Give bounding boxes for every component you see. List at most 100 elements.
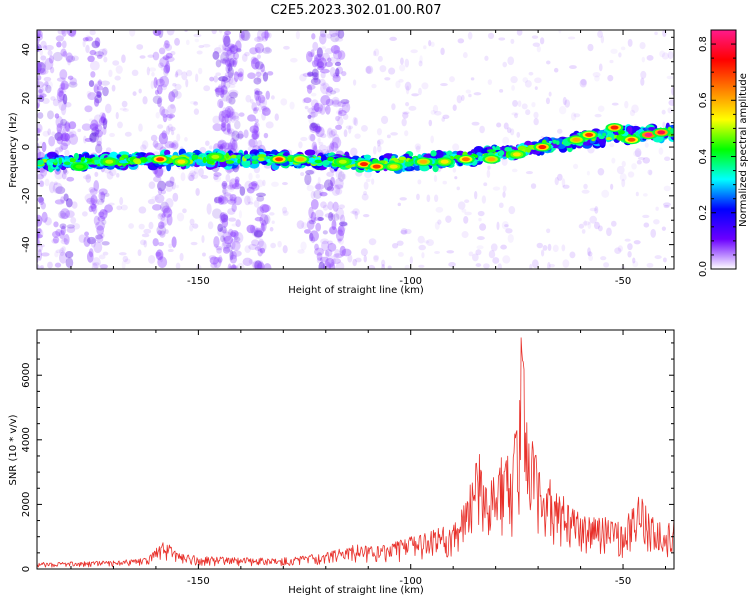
noise-band-speck (247, 114, 256, 122)
noise-band-speck (259, 203, 270, 214)
noise-band-speck (38, 197, 45, 206)
noise-band-speck (91, 40, 100, 49)
noise-band-speck (249, 125, 260, 134)
noise-band-speck (259, 247, 266, 254)
noise-band-speck (235, 219, 241, 228)
noise-band-speck (225, 63, 231, 74)
noise-speck (306, 180, 310, 187)
noise-speck (270, 95, 275, 100)
x-tick-label: -100 (399, 276, 422, 287)
noise-speck (306, 185, 314, 192)
noise-band-speck (229, 111, 240, 120)
noise-band-speck (227, 43, 236, 49)
noise-band-speck (93, 83, 99, 94)
noise-speck (372, 146, 377, 155)
noise-speck (597, 30, 603, 39)
noise-speck (269, 227, 274, 232)
noise-speck (174, 91, 182, 99)
ridge-core (92, 156, 101, 161)
noise-speck (474, 190, 478, 200)
noise-band-speck (157, 256, 168, 268)
noise-speck (402, 112, 409, 119)
noise-speck (418, 60, 423, 67)
noise-speck (363, 190, 368, 196)
noise-speck (470, 77, 475, 81)
noise-band-speck (174, 37, 180, 46)
noise-speck (419, 55, 423, 64)
noise-speck (147, 54, 155, 58)
noise-band-speck (96, 135, 102, 146)
noise-band-speck (160, 201, 170, 213)
noise-band-speck (237, 130, 244, 140)
noise-speck (661, 52, 669, 60)
noise-speck (640, 77, 645, 86)
noise-speck (198, 45, 204, 49)
noise-band-speck (318, 78, 326, 86)
noise-band-speck (89, 30, 96, 36)
noise-speck (345, 98, 349, 108)
noise-band-speck (263, 214, 271, 225)
noise-speck (228, 114, 236, 119)
noise-band-speck (254, 246, 262, 251)
noise-band-speck (59, 83, 70, 90)
noise-speck (140, 239, 146, 246)
noise-speck (487, 165, 491, 170)
noise-speck (83, 135, 87, 144)
noise-band-speck (314, 247, 324, 256)
noise-band-speck (304, 173, 312, 186)
noise-band-speck (225, 243, 232, 248)
noise-band-speck (255, 46, 261, 53)
noise-band-speck (219, 89, 225, 98)
noise-band-speck (229, 250, 234, 261)
noise-speck (507, 233, 514, 243)
noise-band-speck (229, 91, 238, 99)
noise-band-speck (89, 203, 97, 209)
noise-band-speck (219, 58, 227, 64)
noise-band-speck (98, 211, 105, 218)
noise-speck (408, 105, 417, 111)
noise-band-speck (93, 98, 100, 107)
noise-speck (587, 247, 591, 256)
noise-speck (373, 254, 379, 261)
noise-speck (456, 186, 460, 191)
noise-band-speck (61, 128, 67, 140)
noise-band-speck (91, 126, 100, 137)
noise-band-speck (157, 230, 162, 236)
noise-band-speck (88, 186, 96, 193)
noise-band-speck (226, 48, 233, 56)
noise-speck (633, 240, 641, 245)
noise-band-speck (246, 224, 256, 234)
noise-band-speck (312, 41, 319, 51)
noise-band-speck (58, 90, 65, 101)
noise-band-speck (235, 48, 242, 53)
noise-band-speck (222, 33, 230, 45)
noise-speck (327, 128, 333, 135)
noise-band-speck (339, 245, 346, 257)
noise-speck (218, 113, 224, 123)
noise-band-speck (56, 136, 64, 145)
noise-band-speck (213, 196, 223, 204)
noise-band-speck (231, 203, 237, 212)
noise-speck (399, 64, 406, 72)
noise-speck (639, 41, 646, 50)
noise-speck (271, 181, 279, 187)
noise-band-speck (331, 184, 341, 196)
noise-speck (371, 83, 377, 89)
noise-speck (325, 88, 333, 97)
noise-band-speck (156, 84, 163, 95)
noise-band-speck (37, 142, 40, 151)
noise-speck (381, 264, 385, 269)
noise-band-speck (221, 109, 231, 119)
noise-band-speck (40, 40, 47, 49)
noise-band-speck (58, 87, 65, 93)
noise-speck (646, 262, 654, 268)
noise-band-speck (221, 126, 227, 132)
noise-band-speck (28, 214, 36, 224)
ridge-core (555, 140, 560, 146)
noise-band-speck (97, 79, 102, 87)
noise-band-speck (225, 49, 236, 60)
noise-speck (298, 141, 303, 149)
noise-speck (195, 73, 199, 83)
noise-speck (191, 171, 199, 180)
noise-speck (77, 128, 82, 133)
